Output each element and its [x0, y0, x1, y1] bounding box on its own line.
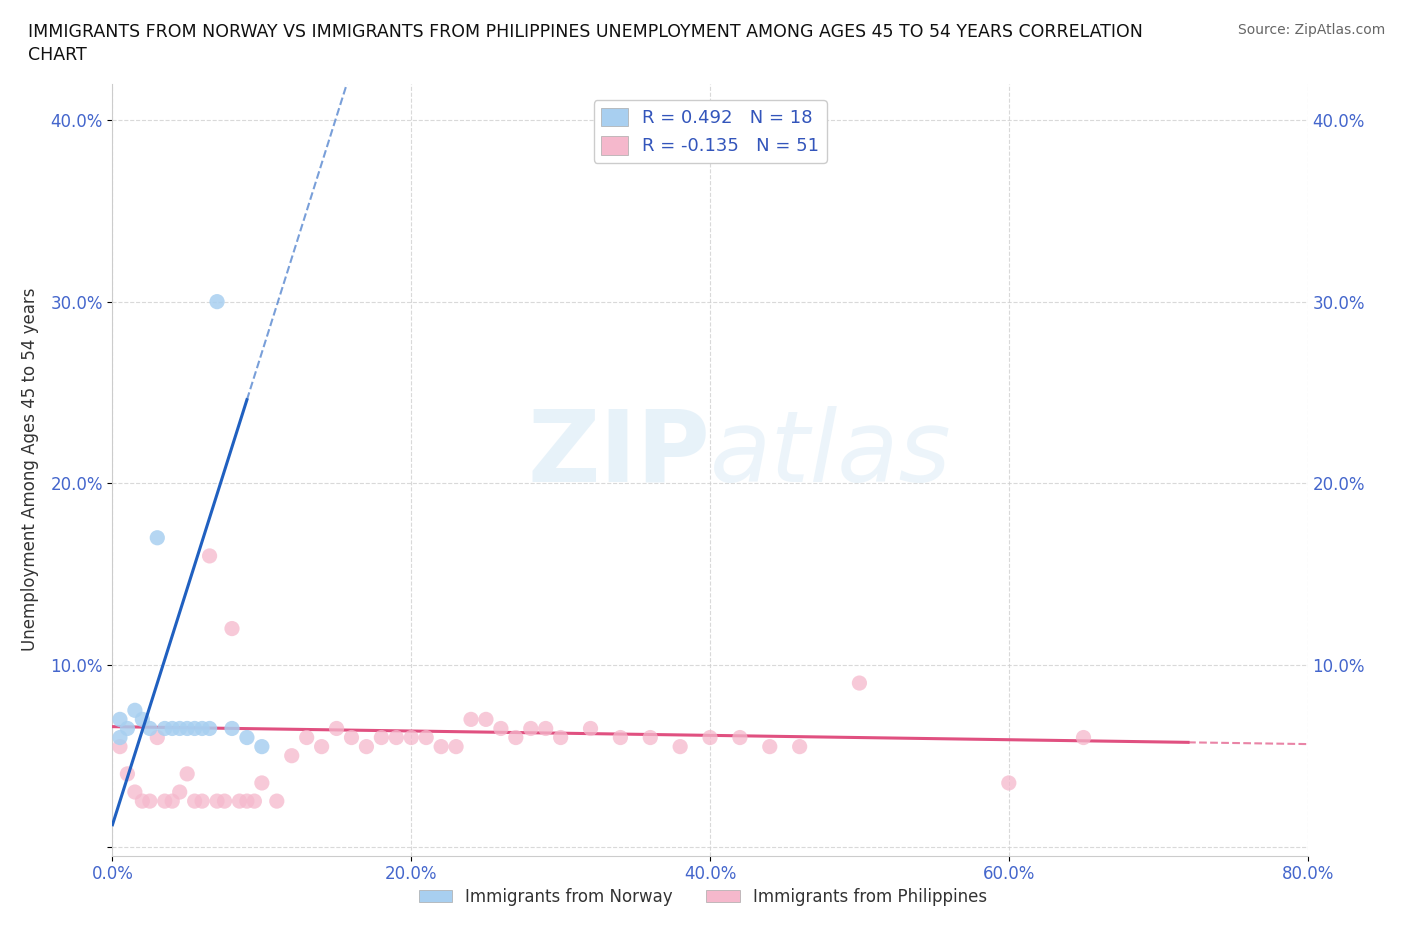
Point	[475, 712, 498, 727]
Point	[579, 721, 602, 736]
Point	[699, 730, 721, 745]
Point	[236, 793, 259, 808]
Point	[520, 721, 543, 736]
Point	[214, 793, 236, 808]
Point	[444, 739, 467, 754]
Point	[153, 793, 176, 808]
Point	[250, 739, 273, 754]
Point	[728, 730, 751, 745]
Legend: Immigrants from Norway, Immigrants from Philippines: Immigrants from Norway, Immigrants from …	[412, 881, 994, 912]
Point	[295, 730, 318, 745]
Point	[221, 721, 243, 736]
Point	[183, 793, 205, 808]
Point	[183, 721, 205, 736]
Point	[609, 730, 631, 745]
Point	[534, 721, 557, 736]
Point	[162, 721, 183, 736]
Text: IMMIGRANTS FROM NORWAY VS IMMIGRANTS FROM PHILIPPINES UNEMPLOYMENT AMONG AGES 45: IMMIGRANTS FROM NORWAY VS IMMIGRANTS FRO…	[28, 23, 1143, 41]
Point	[236, 730, 259, 745]
Point	[385, 730, 408, 745]
Point	[460, 712, 482, 727]
Point	[108, 712, 131, 727]
Point	[131, 793, 153, 808]
Point	[848, 675, 870, 690]
Point	[176, 766, 198, 781]
Point	[1073, 730, 1095, 745]
Point	[228, 793, 250, 808]
Point	[117, 721, 139, 736]
Point	[281, 749, 304, 764]
Point	[169, 721, 191, 736]
Point	[640, 730, 662, 745]
Point	[108, 739, 131, 754]
Point	[370, 730, 392, 745]
Point	[205, 793, 228, 808]
Point	[340, 730, 363, 745]
Point	[505, 730, 527, 745]
Point	[124, 703, 146, 718]
Point	[489, 721, 512, 736]
Point	[176, 721, 198, 736]
Point	[108, 730, 131, 745]
Point	[139, 793, 162, 808]
Legend: R = 0.492   N = 18, R = -0.135   N = 51: R = 0.492 N = 18, R = -0.135 N = 51	[593, 100, 827, 163]
Text: Source: ZipAtlas.com: Source: ZipAtlas.com	[1237, 23, 1385, 37]
Point	[198, 721, 221, 736]
Point	[243, 793, 266, 808]
Point	[205, 294, 228, 309]
Point	[124, 785, 146, 800]
Text: atlas: atlas	[710, 405, 952, 503]
Point	[117, 766, 139, 781]
Point	[669, 739, 692, 754]
Point	[169, 785, 191, 800]
Point	[250, 776, 273, 790]
Point	[266, 793, 288, 808]
Point	[191, 793, 214, 808]
Text: CHART: CHART	[28, 46, 87, 64]
Point	[162, 793, 183, 808]
Point	[998, 776, 1021, 790]
Point	[356, 739, 378, 754]
Point	[221, 621, 243, 636]
Point	[430, 739, 453, 754]
Point	[415, 730, 437, 745]
Point	[325, 721, 347, 736]
Point	[153, 721, 176, 736]
Point	[146, 530, 169, 545]
Point	[198, 549, 221, 564]
Y-axis label: Unemployment Among Ages 45 to 54 years: Unemployment Among Ages 45 to 54 years	[21, 288, 39, 651]
Point	[401, 730, 423, 745]
Point	[191, 721, 214, 736]
Point	[550, 730, 572, 745]
Point	[759, 739, 782, 754]
Point	[139, 721, 162, 736]
Point	[131, 712, 153, 727]
Point	[146, 730, 169, 745]
Point	[311, 739, 333, 754]
Point	[789, 739, 811, 754]
Text: ZIP: ZIP	[527, 405, 710, 503]
